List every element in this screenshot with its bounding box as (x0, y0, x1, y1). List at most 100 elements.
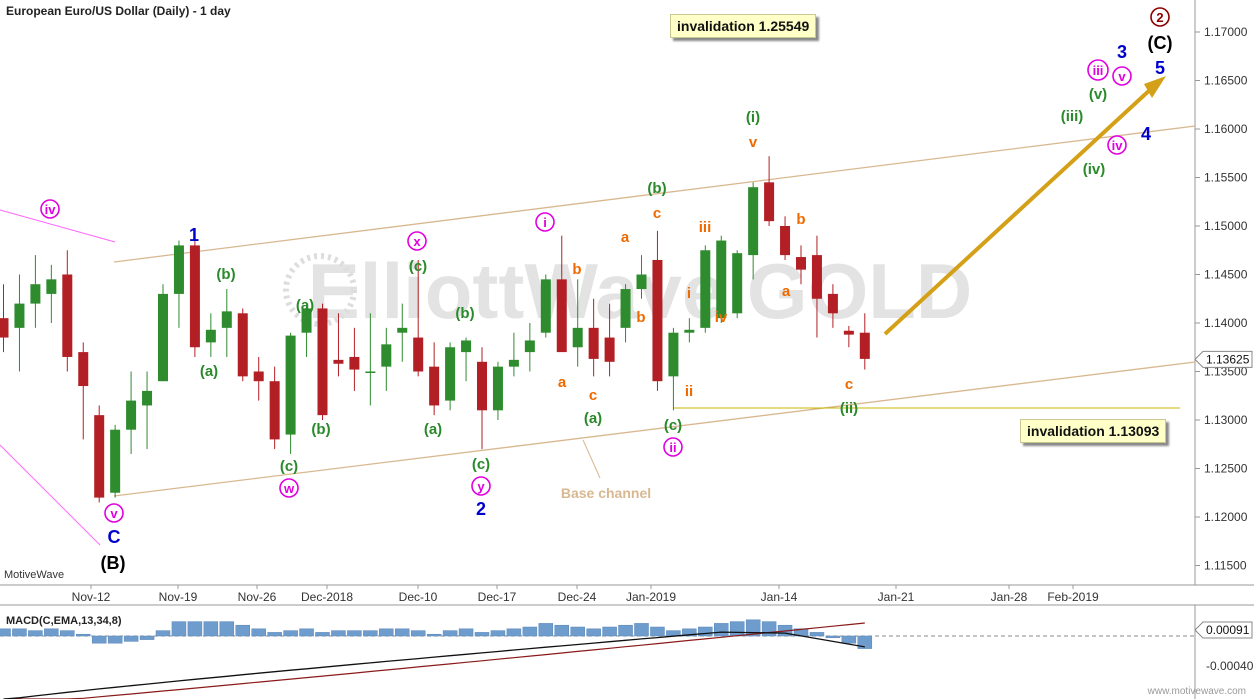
candle-body (173, 245, 184, 294)
macd-histogram-bar (618, 624, 633, 637)
candle-body (189, 245, 200, 348)
wave-label: b (572, 261, 581, 278)
channel-upper-line (113, 125, 1196, 263)
wave-label: iii (1093, 63, 1104, 78)
wave-label-circle (407, 231, 427, 251)
macd-tick-label: -0.00040 (1206, 659, 1254, 673)
wave-label-circle (1107, 135, 1127, 155)
wave-label: 2 (1156, 10, 1163, 25)
y-tick-label: 1.16500 (1204, 74, 1248, 88)
macd-histogram-bar (410, 630, 426, 637)
macd-histogram-bar (219, 621, 235, 637)
candle-body (14, 303, 25, 328)
macd-histogram-bar (761, 621, 777, 637)
y-tick-label: 1.17000 (1204, 25, 1248, 39)
wave-label: v (110, 506, 118, 521)
macd-histogram-bar (91, 635, 107, 644)
candle-body (492, 366, 503, 411)
candle-body (381, 344, 392, 367)
macd-histogram-bar (570, 626, 585, 637)
macd-signal-line (3, 622, 865, 699)
candle-body (205, 329, 216, 343)
macd-histogram-bar (363, 630, 378, 637)
macd-line (3, 631, 865, 699)
x-tick-label: Dec-17 (478, 590, 517, 604)
wave-label: (iii) (1061, 108, 1084, 125)
candle-body (158, 293, 168, 382)
y-tick-label: 1.15500 (1204, 171, 1248, 185)
macd-histogram-bar (251, 628, 266, 637)
magenta-trendline-upper (0, 209, 116, 243)
candle-body (237, 313, 248, 377)
projection-arrow-head (1144, 76, 1166, 98)
wave-label: (iv) (1083, 161, 1106, 178)
y-tick-label: 1.13000 (1204, 413, 1248, 427)
candle-body (110, 429, 121, 493)
candle-body (397, 327, 408, 333)
y-tick-label: 1.15000 (1204, 219, 1248, 233)
wave-label-circle (40, 199, 60, 219)
candle-body (508, 359, 519, 367)
brand-label: MotiveWave (4, 569, 65, 581)
candle-body (301, 308, 312, 333)
macd-histogram-bar (139, 635, 155, 640)
macd-histogram-bar (28, 630, 43, 637)
wave-label: i (543, 215, 547, 230)
candle-body (604, 337, 615, 362)
wave-label: (a) (424, 421, 442, 438)
macd-histogram-bar (698, 626, 713, 637)
y-tick-label: 1.11500 (1204, 559, 1247, 573)
candle-body (859, 332, 870, 359)
price-tag-box (1194, 350, 1253, 368)
candle-body (365, 371, 376, 373)
candle-body (780, 226, 791, 256)
wave-label: c (653, 205, 661, 222)
wave-label: 4 (1141, 124, 1151, 144)
macd-histogram-bar (123, 635, 139, 642)
x-tick-label: Nov-26 (238, 590, 277, 604)
macd-histogram-bar (586, 628, 601, 637)
y-tick-label: 1.14500 (1204, 268, 1248, 282)
wave-label: (a) (584, 410, 602, 427)
macd-histogram-bar (347, 630, 362, 637)
macd-histogram-bar (458, 628, 474, 637)
macd-histogram-bar (841, 635, 857, 644)
invalidation-lower-box: invalidation 1.13093 (1020, 419, 1167, 443)
wave-label-circle (471, 476, 491, 496)
wave-label: 2 (476, 499, 486, 519)
wave-label: b (796, 211, 805, 228)
macd-histogram-bar (522, 626, 538, 637)
wave-label: (v) (1089, 86, 1107, 103)
candle-body (620, 289, 631, 328)
candle-body (524, 340, 535, 353)
x-tick-label: Dec-2018 (301, 590, 353, 604)
wave-label: 1 (189, 225, 199, 245)
wave-label-circle (1112, 66, 1132, 86)
wave-label: iv (1112, 138, 1124, 153)
price-tag-label: 1.13625 (1206, 352, 1250, 366)
macd-histogram-bar (76, 633, 91, 637)
macd-histogram-bar (203, 621, 219, 637)
candle-body (636, 274, 647, 290)
candle-body (684, 329, 695, 333)
candle-body (317, 308, 328, 416)
y-tick-label: 1.16000 (1204, 122, 1248, 136)
wave-label: (b) (647, 180, 666, 197)
x-tick-label: Jan-28 (991, 590, 1028, 604)
macd-histogram-bar (682, 628, 697, 637)
site-footer: www.motivewave.com (1147, 686, 1246, 697)
candle-body (461, 340, 472, 353)
candle-body (30, 284, 41, 304)
macd-histogram-bar (60, 630, 75, 637)
macd-histogram-bar (315, 632, 330, 637)
macd-tag-box (1194, 621, 1253, 639)
macd-histogram-bar (490, 630, 506, 637)
y-tick-label: 1.14000 (1204, 316, 1248, 330)
macd-histogram-bar (634, 623, 649, 637)
wave-label: 5 (1155, 58, 1165, 78)
channel-lower-line (113, 361, 1196, 497)
wave-label: (C) (1148, 33, 1173, 53)
channel-label: Base channel (561, 485, 651, 501)
wave-label: C (108, 527, 121, 547)
y-tick-label: 1.12500 (1204, 462, 1248, 476)
